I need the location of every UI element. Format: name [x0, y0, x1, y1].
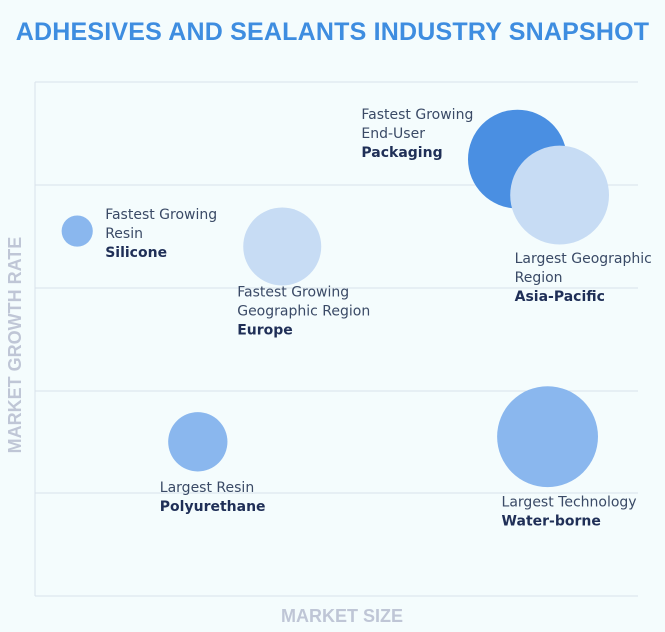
bubble-label-text: End-User: [361, 126, 425, 142]
bubble-label-text: Largest Geographic: [515, 251, 652, 267]
bubble-label-value: Silicone: [105, 245, 167, 261]
bubble-label-text: Region: [515, 270, 563, 286]
bubble-label-text: Largest Technology: [502, 495, 637, 511]
bubble-asia-pacific: [510, 145, 610, 245]
bubble-label-text: Fastest Growing: [105, 207, 217, 223]
bubbles: [61, 109, 610, 488]
bubble-label-value: Asia-Pacific: [515, 289, 605, 305]
bubble-label-value: Polyurethane: [160, 499, 266, 515]
bubble-label-value: Europe: [237, 322, 293, 338]
bubble-europe: [243, 207, 322, 286]
y-axis-label: MARKET GROWTH RATE: [5, 237, 25, 454]
bubble-label-text: Geographic Region: [237, 303, 370, 319]
bubble-label-text: Largest Resin: [160, 480, 254, 496]
bubble-label-text: Fastest Growing: [237, 284, 349, 300]
bubble-label-text: Fastest Growing: [361, 107, 473, 123]
bubble-label-value: Packaging: [361, 145, 442, 161]
bubble-water-borne: [497, 386, 598, 488]
bubble-silicone: [61, 215, 93, 247]
bubble-label-text: Resin: [105, 226, 143, 242]
bubble-labels: Fastest Growing Resin Silicone Fastest Grow…: [105, 107, 652, 530]
x-axis-label: MARKET SIZE: [281, 606, 403, 626]
bubble-polyurethane: [168, 412, 228, 472]
grid-lines: [34, 81, 638, 597]
chart-title: ADHESIVES AND SEALANTS INDUSTRY SNAPSHOT: [15, 18, 650, 46]
bubble-label-value: Water-borne: [502, 514, 601, 530]
